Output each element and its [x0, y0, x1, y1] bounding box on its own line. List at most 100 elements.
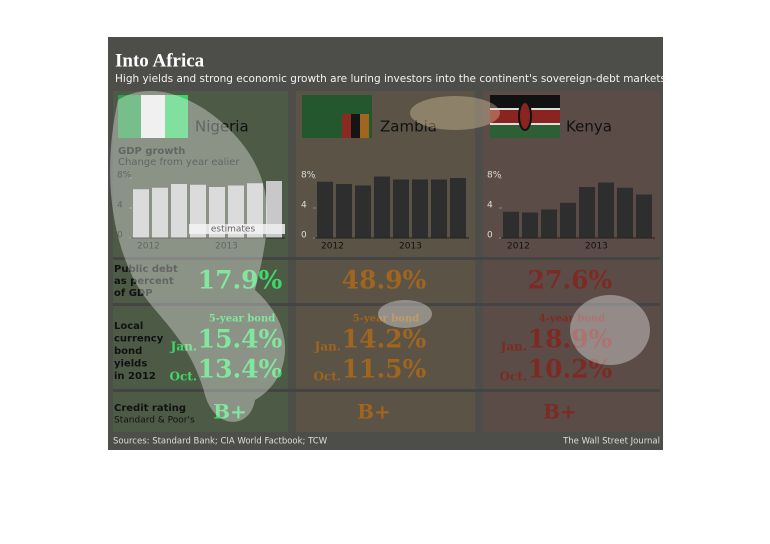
bar	[317, 181, 333, 238]
debt-value: 48.9%	[342, 266, 427, 295]
flag-nigeria	[118, 95, 188, 138]
y-tick-label: 8%	[487, 171, 502, 181]
flag-stripe	[351, 114, 360, 138]
row-label: Public debt	[114, 264, 178, 275]
bond-label: 5-year bond	[353, 314, 419, 325]
estimates-label: estimates	[211, 225, 256, 235]
row-label: Standard & Poor's	[114, 416, 195, 426]
y-tick-label: 4	[301, 201, 307, 211]
oct-label: Oct.	[500, 370, 527, 384]
bar	[412, 179, 428, 238]
jan-value: 15.4%	[198, 325, 283, 354]
x-tick-label: 2013	[585, 242, 608, 252]
bar	[450, 178, 466, 238]
bar	[133, 189, 149, 238]
row-label: Local	[114, 321, 143, 332]
row-label: bond	[114, 346, 142, 357]
jan-label: Jan.	[314, 340, 341, 354]
rating-value: B+	[213, 400, 247, 424]
heatmap	[110, 91, 650, 422]
jan-value: 18.9%	[528, 325, 613, 354]
flag-kenya	[490, 95, 560, 138]
bond-label: 5-year bond	[209, 314, 275, 325]
flag-stripe	[141, 95, 165, 138]
estimates-box	[189, 224, 285, 234]
bar	[393, 179, 409, 238]
x-tick-label: 2012	[137, 242, 160, 252]
row-label: as percent	[114, 276, 174, 287]
debt-value: 27.6%	[528, 266, 613, 295]
country-name: Nigeria	[195, 118, 249, 136]
rating-value: B+	[357, 400, 391, 424]
oct-value: 11.5%	[342, 355, 427, 384]
content: GDP growthChange from year ealier Nigeria…	[114, 118, 655, 426]
bar	[336, 184, 352, 238]
country-name: Kenya	[566, 118, 612, 136]
country-name: Zambia	[380, 118, 437, 136]
x-tick-label: 2012	[321, 242, 344, 252]
bar	[431, 179, 447, 238]
gdp-sublabel: Change from year ealier	[118, 157, 240, 168]
jan-label: Jan.	[500, 340, 527, 354]
y-tick-label: 4	[487, 201, 493, 211]
bar	[355, 185, 371, 238]
bar	[522, 212, 538, 238]
bar	[266, 181, 282, 238]
bar	[636, 194, 652, 238]
oct-value: 13.4%	[198, 355, 283, 384]
bar	[541, 209, 557, 238]
flag-stripe	[360, 114, 369, 138]
jan-value: 14.2%	[342, 325, 427, 354]
heat-blob	[378, 300, 432, 328]
credit: The Wall Street Journal	[562, 437, 660, 447]
y-tick-label: 8%	[117, 171, 132, 181]
y-tick-label: 4	[117, 201, 123, 211]
x-tick-label: 2012	[507, 242, 530, 252]
oct-label: Oct.	[314, 370, 341, 384]
column-bg	[296, 91, 475, 432]
y-tick-label: 0	[117, 231, 123, 241]
subtitle: High yields and strong economic growth a…	[115, 73, 669, 85]
debt-value: 17.9%	[198, 266, 283, 295]
divider	[113, 303, 660, 306]
divider	[113, 389, 660, 392]
bar	[617, 187, 633, 238]
flag-stripe	[165, 95, 188, 138]
jan-label: Jan.	[170, 340, 197, 354]
divider	[113, 257, 660, 260]
heat-blob	[110, 91, 286, 422]
bar	[152, 187, 168, 238]
y-tick-label: 8%	[301, 171, 316, 181]
oct-label: Oct.	[170, 370, 197, 384]
column-bg	[113, 91, 288, 432]
rating-value: B+	[543, 400, 577, 424]
x-tick-label: 2013	[399, 242, 422, 252]
gdp-label: GDP growth	[118, 146, 185, 157]
row-dividers	[113, 257, 660, 392]
row-label: yields	[114, 359, 147, 370]
flag-zambia	[302, 95, 372, 138]
heat-blob	[570, 295, 650, 365]
oct-value: 10.2%	[528, 355, 613, 384]
row-label: currency	[114, 334, 164, 345]
y-tick-label: 0	[487, 231, 493, 241]
heat-blob	[410, 96, 500, 130]
bar	[374, 176, 390, 238]
bar	[503, 211, 519, 238]
x-tick-label: 2013	[215, 242, 238, 252]
row-label: Credit rating	[114, 403, 186, 414]
y-tick-label: 0	[301, 231, 307, 241]
row-label: in 2012	[114, 371, 156, 382]
column-bg	[483, 91, 660, 432]
bond-label: 4-year bond	[539, 314, 605, 325]
bar	[598, 182, 614, 238]
bar	[560, 202, 576, 238]
title: Into Africa	[115, 50, 205, 71]
row-label: of GDP	[114, 288, 153, 299]
source: Sources: Standard Bank; CIA World Factbo…	[113, 437, 328, 447]
bar	[579, 187, 595, 238]
flag-stripe	[118, 95, 141, 138]
bar	[171, 184, 187, 238]
